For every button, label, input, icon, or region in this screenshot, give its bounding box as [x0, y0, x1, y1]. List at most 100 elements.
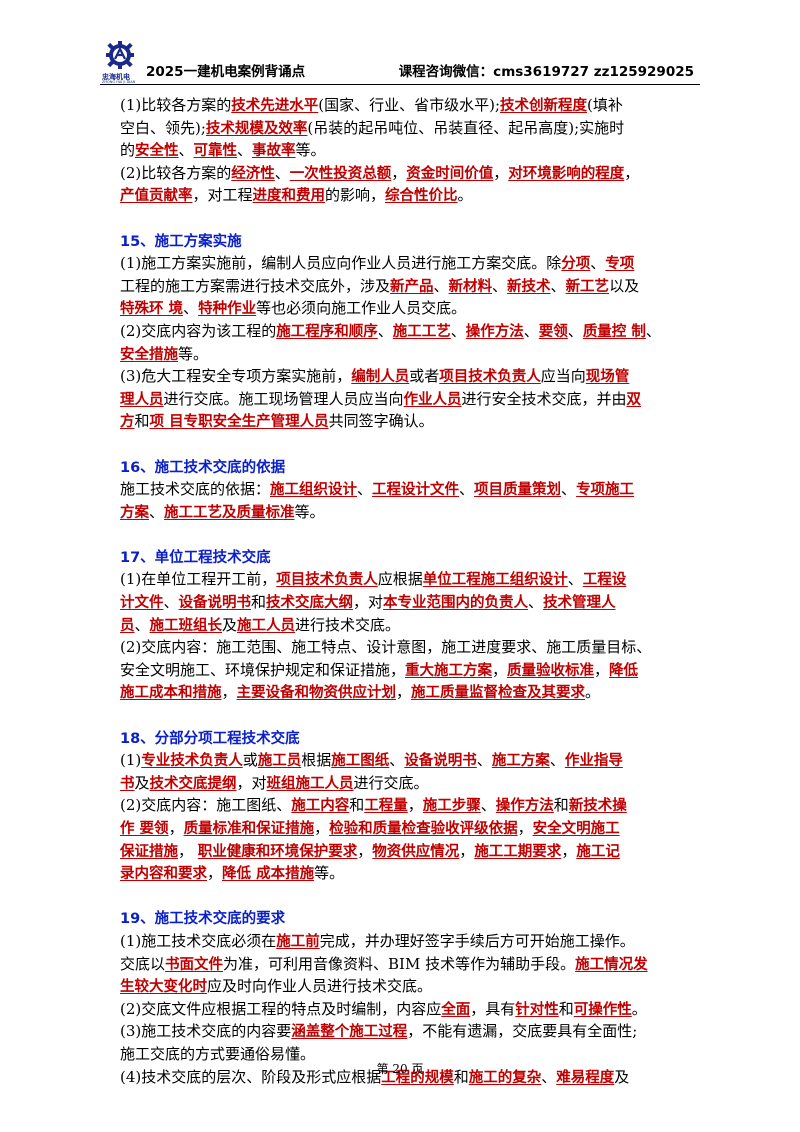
body-text: 和	[134, 412, 150, 431]
key-term: 操作方法	[465, 323, 524, 340]
key-term: 新工艺	[565, 278, 610, 295]
body-text: 以及	[609, 276, 640, 295]
key-term: 施工情况发	[575, 956, 648, 973]
body-text: ，	[407, 796, 423, 815]
key-term: 施工图纸	[331, 753, 390, 770]
key-term: 员	[120, 617, 135, 634]
body-text: 、	[645, 321, 661, 340]
body-text: ，	[207, 864, 223, 883]
key-term: 质量验收标准	[507, 662, 595, 679]
text-line: (1)专业技术负责人或施工员根据施工图纸、设备说明书、施工方案、作业指导	[120, 749, 682, 772]
key-term: 新材料	[448, 278, 493, 295]
body-text: 。	[457, 186, 473, 205]
paragraph-gap	[120, 885, 682, 908]
body-text: 根据	[301, 751, 332, 770]
key-term: 技术管理人	[543, 595, 616, 612]
body-text: ，	[624, 163, 640, 182]
key-term: 物资供应情况	[372, 843, 460, 860]
body-text: ，对	[353, 593, 384, 612]
body-text: ，对工程	[192, 186, 253, 205]
text-line: 施工成本和措施，主要设备和物资供应计划，施工质量监督检查及其要求。	[120, 681, 682, 704]
key-term: 施工内容	[291, 798, 350, 815]
key-term: 保证措施	[120, 843, 178, 860]
body-text: 工程的施工方案需进行技术交底外，涉及	[120, 276, 391, 295]
key-term: 职业健康和环境保护要求	[197, 843, 358, 860]
body-text: (1)施工方案实施前，编制人员应向作业人员进行施工方案交底。除	[120, 254, 562, 273]
body-text: 、	[549, 751, 565, 770]
body-text: (吊装的起吊吨位、吊装直径、起吊高度);实施时	[307, 118, 625, 137]
text-line: (3)危大工程安全专项方案实施前，编制人员或者项目技术负责人应当向现场管	[120, 365, 682, 388]
body-text: 、	[528, 593, 544, 612]
key-term: 本专业范围内的负责人	[383, 595, 529, 612]
body-text: 、	[183, 299, 199, 318]
key-term: 设备说明书	[404, 753, 477, 770]
text-line: (1)施工方案实施前，编制人员应向作业人员进行施工方案交底。除分项、专项	[120, 252, 682, 275]
key-term: 降低	[609, 662, 639, 679]
key-term: 施工前	[276, 933, 320, 950]
body-text: 、	[450, 321, 466, 340]
key-term: 项 目专职安全生产管理人员	[149, 414, 329, 431]
body-text: ，	[221, 683, 237, 702]
body-text: 施工交底的方式要通俗易懂。	[120, 1044, 316, 1063]
body-text: (2)交底内容：施工范围、施工特点、设计意图，施工进度要求、施工质量目标、	[120, 638, 652, 657]
text-line: (2)交底文件应根据工程的特点及时编制，内容应全面，具有针对性和可操作性。	[120, 998, 682, 1021]
key-term: 技术先进水平	[231, 98, 319, 114]
text-line: 方和项 目专职安全生产管理人员共同签字确认。	[120, 410, 682, 433]
body-text: 、	[134, 615, 150, 634]
key-term: 特种作业	[198, 301, 257, 318]
key-term: 施工班组长	[149, 617, 223, 634]
text-line: 方案、施工工艺及质量标准等。	[120, 501, 682, 524]
key-term: 方案	[120, 504, 149, 521]
body-text: 、	[377, 321, 393, 340]
body-text: 及	[222, 615, 238, 634]
body-text: 交底以	[120, 954, 166, 973]
key-term: 施工方案	[491, 753, 550, 770]
body-text: ，	[517, 819, 533, 837]
document-body: (1)比较各方案的技术先进水平(国家、行业、省市级水平);技术创新程度(填补 空白…	[120, 94, 682, 1088]
key-term: 综合性价比	[385, 188, 458, 205]
key-term: 经济性	[231, 165, 275, 182]
heading-text: 18、分部分项工程技术交底	[120, 730, 300, 747]
key-term: 技术创新程度	[500, 98, 588, 114]
section-heading: 15、施工方案实施	[120, 230, 682, 253]
text-line: 安全文明施工、环境保护规定和保证措施，重大施工方案，质量验收标准，降低	[120, 659, 682, 682]
key-term: 作业人员	[403, 391, 462, 408]
body-text: ，	[168, 819, 184, 837]
logo-brand-subtext: ZHONG HAI JI DIAN	[102, 80, 136, 84]
key-term: 可靠性	[193, 143, 238, 160]
key-term: 编制人员	[351, 369, 410, 386]
key-term: 专业技术负责人	[141, 753, 243, 770]
body-text: 完成，并办理好签字手续后方可开始施工操作。	[319, 931, 635, 950]
body-text: ，	[314, 819, 330, 837]
key-term: 专项	[605, 256, 635, 273]
body-text: 等。	[314, 864, 345, 883]
key-term: 施工组织设计	[270, 482, 358, 499]
section-heading: 19、施工技术交底的要求	[120, 907, 682, 930]
body-text: 、	[459, 480, 475, 499]
body-text: 、	[163, 593, 179, 612]
body-text: 和	[553, 796, 569, 815]
logo-brand-text: 忠海机电	[102, 73, 130, 81]
key-term: 新技术操	[568, 798, 627, 815]
text-line: (4)技术交底的层次、阶段及形式应根据工程的规模和施工的复杂、难易程度及	[120, 1066, 682, 1089]
section-heading: 17、单位工程技术交底	[120, 546, 682, 569]
text-line: (2)比较各方案的经济性、一次性投资总额，资金时间价值，对环境影响的程度，	[120, 162, 682, 185]
key-term: 安全文明施工	[532, 821, 620, 837]
key-term: 进度和费用	[252, 188, 326, 205]
body-text: ，	[396, 683, 412, 702]
body-text: 为准，可利用音像资料、BIM 技术等作为辅助手段。	[223, 954, 576, 973]
body-text: ，	[357, 841, 373, 860]
key-term: 施工人员	[237, 617, 296, 634]
key-term: 施工步骤	[422, 798, 481, 815]
key-term: 项目质量策划	[474, 482, 562, 499]
key-term: 设备说明书	[178, 595, 252, 612]
body-text: (1)施工技术交底必须在	[120, 931, 277, 950]
body-text: (填补	[587, 96, 623, 114]
key-term: 工程设计文件	[372, 482, 460, 499]
body-text: (1)比较各方案的	[120, 96, 232, 114]
body-text: ，	[594, 660, 610, 679]
body-text: 和	[453, 1067, 469, 1086]
key-term: 书面文件	[165, 956, 224, 973]
key-term: 资金时间价值	[406, 165, 494, 182]
body-text: 应及时向作业人员进行技术交底。	[207, 977, 433, 996]
